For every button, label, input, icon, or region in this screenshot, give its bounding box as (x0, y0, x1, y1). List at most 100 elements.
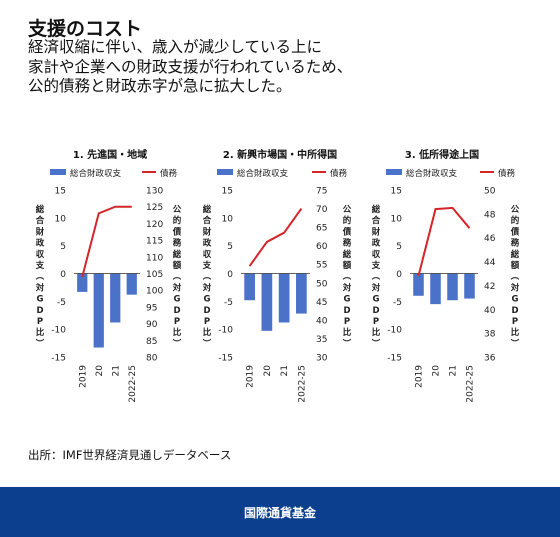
x-tick-label: 20 (263, 365, 273, 377)
right-axis-title-char: （ (171, 271, 182, 280)
x-tick-label: 21 (111, 365, 121, 376)
subtitle-line: 経済収縮に伴い、歳入が減少している上に (28, 38, 323, 56)
right-tick-label: 120 (146, 220, 163, 230)
bar-mark (430, 273, 441, 305)
right-axis-title-char: 務 (173, 238, 182, 249)
right-axis-title-char: 的 (511, 215, 520, 226)
left-axis-title-char: P (204, 317, 210, 327)
left-axis-title-char: ） (201, 339, 212, 348)
x-tick-label: 2022-25 (297, 365, 307, 403)
left-tick-label: -10 (218, 326, 233, 336)
left-tick-label: -10 (387, 326, 402, 336)
left-axis-title-char: 財 (35, 226, 45, 237)
right-axis-title-char: P (512, 317, 518, 327)
right-tick-label: 90 (146, 320, 158, 330)
right-axis-title-char: 公 (173, 205, 182, 215)
right-axis-title-char: 比 (173, 327, 182, 338)
right-axis-title-char: 総 (173, 249, 182, 260)
bar-mark (244, 273, 255, 301)
right-tick-label: 100 (146, 287, 163, 297)
right-axis-title-char: （ (341, 271, 352, 280)
right-tick-label: 85 (146, 337, 157, 347)
right-tick-label: 55 (316, 261, 327, 271)
x-tick-label: 2019 (246, 365, 256, 388)
right-axis-title-char: 対 (510, 282, 520, 293)
right-axis-title-char: 比 (343, 327, 352, 338)
right-axis-title-char: 公 (343, 205, 352, 215)
right-axis-title-char: 額 (510, 260, 520, 271)
right-axis-title-char: 務 (343, 238, 352, 249)
right-axis-title-char: G (344, 295, 351, 305)
bar-mark (110, 273, 121, 323)
right-axis-title-char: D (173, 306, 180, 316)
right-tick-label: 80 (146, 354, 158, 364)
right-axis-title-char: （ (509, 271, 520, 280)
right-axis-title-char: G (174, 295, 181, 305)
left-tick-label: 0 (227, 270, 233, 280)
right-axis-title-char: 比 (511, 327, 520, 338)
left-axis-title-char: 支 (202, 260, 212, 271)
left-axis-title-char: 政 (372, 238, 381, 249)
left-axis-title-char: 支 (371, 260, 381, 271)
left-axis-title-char: ） (370, 339, 381, 348)
right-axis-title-char: 総 (343, 249, 352, 260)
right-tick-label: 125 (146, 203, 163, 213)
right-axis-title-char: 対 (342, 282, 352, 293)
legend-bar-label: 総合財政収支 (70, 168, 122, 179)
legend-bar-label: 総合財政収支 (406, 168, 458, 179)
left-tick-label: 15 (222, 187, 233, 197)
bar-mark (447, 273, 458, 301)
legend-bar-swatch (50, 169, 66, 175)
left-axis-title-char: 収 (36, 249, 45, 260)
left-tick-label: -10 (51, 326, 66, 336)
right-axis-title-char: 債 (342, 226, 352, 237)
debt-line (81, 205, 132, 278)
left-axis-title-char: 合 (35, 215, 45, 226)
right-axis-title-char: 公 (511, 205, 520, 215)
left-axis-title-char: 政 (203, 238, 212, 249)
left-tick-label: 10 (55, 214, 67, 224)
x-tick-label: 20 (95, 365, 105, 377)
right-tick-label: 40 (484, 306, 496, 316)
right-axis-title-char: 的 (173, 215, 182, 226)
left-axis-title-char: D (203, 306, 210, 316)
left-tick-label: 5 (396, 242, 402, 252)
left-axis-title-char: G (204, 295, 211, 305)
bar-mark (413, 273, 424, 296)
right-tick-label: 65 (316, 224, 327, 234)
x-tick-label: 21 (449, 365, 459, 376)
subtitle-line: 公的債務と財政赤字が急に拡大した。 (28, 77, 292, 95)
left-tick-label: 10 (222, 214, 234, 224)
debt-line (248, 207, 303, 267)
bar-mark (464, 273, 475, 299)
right-tick-label: 30 (316, 354, 328, 364)
bar-mark (93, 273, 104, 348)
left-axis-title-char: 財 (202, 226, 212, 237)
right-tick-label: 45 (316, 298, 327, 308)
left-axis-title-char: G (37, 295, 44, 305)
right-axis-title-char: ） (509, 339, 520, 348)
footer-bar: 国際通貨基金 (0, 487, 560, 537)
subtitle-line: 家計や企業への財政支援が行われているため、 (28, 57, 353, 76)
left-tick-label: -15 (51, 354, 66, 364)
left-axis-title-char: 支 (35, 260, 45, 271)
bar-mark (261, 273, 273, 331)
left-axis-title-char: D (372, 306, 379, 316)
left-tick-label: 0 (396, 270, 402, 280)
right-tick-label: 35 (316, 335, 327, 345)
x-tick-label: 2019 (415, 365, 425, 388)
right-axis-title-char: 対 (172, 282, 182, 293)
legend-line-label: 債務 (330, 168, 348, 179)
right-axis-title-char: 総 (511, 249, 520, 260)
legend-bar-swatch (217, 169, 233, 175)
left-axis-title-char: 比 (203, 327, 212, 338)
left-tick-label: 15 (55, 187, 66, 197)
left-tick-label: -5 (224, 298, 233, 308)
page-subtitle: 経済収縮に伴い、歳入が減少している上に 家計や企業への財政支援が行われているため… (28, 38, 548, 97)
left-axis-title-char: D (36, 306, 43, 316)
left-axis-title-char: 総 (36, 204, 45, 215)
chart-title: 1. 先進国・地域 (73, 148, 147, 161)
left-tick-label: 15 (391, 187, 402, 197)
left-axis-title-char: （ (370, 271, 381, 280)
